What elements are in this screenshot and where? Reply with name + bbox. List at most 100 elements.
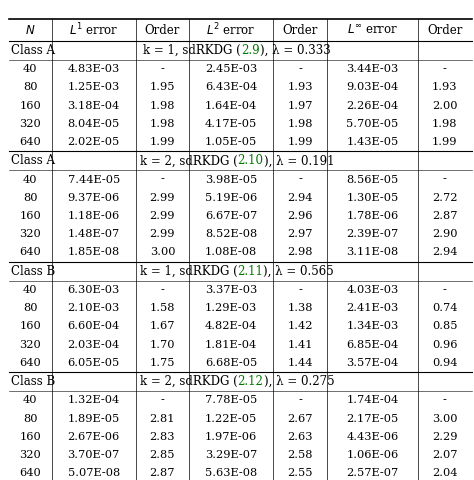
Text: 2.87: 2.87 <box>150 468 175 478</box>
Text: 2.07: 2.07 <box>432 450 457 460</box>
Text: 5.19E-06: 5.19E-06 <box>205 193 257 203</box>
Text: 3.57E-04: 3.57E-04 <box>346 358 399 368</box>
Text: ), λ = 0.191: ), λ = 0.191 <box>264 154 334 168</box>
Text: 2.85: 2.85 <box>150 450 175 460</box>
Text: 2.00: 2.00 <box>432 101 457 110</box>
Text: 3.70E-07: 3.70E-07 <box>67 450 120 460</box>
Text: 5.63E-08: 5.63E-08 <box>205 468 257 478</box>
Text: 6.85E-04: 6.85E-04 <box>346 340 399 349</box>
Text: Order: Order <box>145 24 180 36</box>
Text: Class B: Class B <box>11 264 55 278</box>
Text: 1.97: 1.97 <box>287 101 313 110</box>
Text: 1.98: 1.98 <box>432 119 457 129</box>
Text: 1.98: 1.98 <box>150 101 175 110</box>
Text: 2.41E-03: 2.41E-03 <box>346 303 399 313</box>
Text: 1.08E-08: 1.08E-08 <box>205 248 257 257</box>
Text: 1.93: 1.93 <box>432 83 457 92</box>
Text: 2.39E-07: 2.39E-07 <box>346 229 399 239</box>
Text: 160: 160 <box>19 211 41 221</box>
Text: 2.12: 2.12 <box>237 375 264 388</box>
Text: k = 1, sdRKDG (: k = 1, sdRKDG ( <box>140 264 237 278</box>
Text: -: - <box>298 285 302 295</box>
Text: 80: 80 <box>23 414 37 423</box>
Text: 2.94: 2.94 <box>287 193 313 203</box>
Text: 1.98: 1.98 <box>150 119 175 129</box>
Text: 1.30E-05: 1.30E-05 <box>346 193 399 203</box>
Text: 3.44E-03: 3.44E-03 <box>346 64 399 74</box>
Text: 1.97E-06: 1.97E-06 <box>205 432 257 442</box>
Text: 1.43E-05: 1.43E-05 <box>346 137 399 147</box>
Text: 9.03E-04: 9.03E-04 <box>346 83 399 92</box>
Text: 320: 320 <box>19 119 41 129</box>
Text: 1.99: 1.99 <box>150 137 175 147</box>
Text: 2.04: 2.04 <box>432 468 457 478</box>
Text: 7.44E-05: 7.44E-05 <box>67 175 120 184</box>
Text: 2.83: 2.83 <box>150 432 175 442</box>
Text: 2.10E-03: 2.10E-03 <box>67 303 120 313</box>
Text: 80: 80 <box>23 83 37 92</box>
Text: 1.78E-06: 1.78E-06 <box>346 211 399 221</box>
Text: 1.44: 1.44 <box>287 358 313 368</box>
Text: 6.05E-05: 6.05E-05 <box>67 358 120 368</box>
Text: 640: 640 <box>19 358 41 368</box>
Text: 1.93: 1.93 <box>287 83 313 92</box>
Text: 2.45E-03: 2.45E-03 <box>205 64 257 74</box>
Text: 3.98E-05: 3.98E-05 <box>205 175 257 184</box>
Text: 1.05E-05: 1.05E-05 <box>205 137 257 147</box>
Text: 2.94: 2.94 <box>432 248 457 257</box>
Text: 1.34E-03: 1.34E-03 <box>346 322 399 331</box>
Text: 1.42: 1.42 <box>287 322 313 331</box>
Text: 6.68E-05: 6.68E-05 <box>205 358 257 368</box>
Text: 1.29E-03: 1.29E-03 <box>205 303 257 313</box>
Text: 320: 320 <box>19 340 41 349</box>
Text: 1.95: 1.95 <box>150 83 175 92</box>
Text: 3.18E-04: 3.18E-04 <box>67 101 120 110</box>
Text: 1.89E-05: 1.89E-05 <box>67 414 120 423</box>
Text: 2.99: 2.99 <box>150 193 175 203</box>
Text: -: - <box>161 396 164 405</box>
Text: 8.56E-05: 8.56E-05 <box>346 175 399 184</box>
Text: 4.17E-05: 4.17E-05 <box>205 119 257 129</box>
Text: 3.00: 3.00 <box>432 414 457 423</box>
Text: 2.90: 2.90 <box>432 229 457 239</box>
Text: 3.11E-08: 3.11E-08 <box>346 248 399 257</box>
Text: $N$: $N$ <box>25 24 36 36</box>
Text: 2.99: 2.99 <box>150 229 175 239</box>
Text: 1.81E-04: 1.81E-04 <box>205 340 257 349</box>
Text: 2.72: 2.72 <box>432 193 457 203</box>
Text: 640: 640 <box>19 248 41 257</box>
Text: 6.67E-07: 6.67E-07 <box>205 211 257 221</box>
Text: 9.37E-06: 9.37E-06 <box>67 193 120 203</box>
Text: ), λ = 0.565: ), λ = 0.565 <box>264 264 334 278</box>
Text: 1.98: 1.98 <box>287 119 313 129</box>
Text: 1.64E-04: 1.64E-04 <box>205 101 257 110</box>
Text: 2.9: 2.9 <box>241 44 260 57</box>
Text: 2.10: 2.10 <box>237 154 264 168</box>
Text: 1.41: 1.41 <box>287 340 313 349</box>
Text: 4.43E-06: 4.43E-06 <box>346 432 399 442</box>
Text: 2.02E-05: 2.02E-05 <box>67 137 120 147</box>
Text: 40: 40 <box>23 396 37 405</box>
Text: 40: 40 <box>23 285 37 295</box>
Text: 2.96: 2.96 <box>287 211 313 221</box>
Text: 5.07E-08: 5.07E-08 <box>67 468 120 478</box>
Text: 2.17E-05: 2.17E-05 <box>346 414 399 423</box>
Text: -: - <box>298 396 302 405</box>
Text: 2.63: 2.63 <box>287 432 313 442</box>
Text: -: - <box>443 175 447 184</box>
Text: 1.99: 1.99 <box>432 137 457 147</box>
Text: 640: 640 <box>19 137 41 147</box>
Text: 0.96: 0.96 <box>432 340 457 349</box>
Text: $L^2$ error: $L^2$ error <box>207 22 256 38</box>
Text: -: - <box>161 175 164 184</box>
Text: 6.43E-04: 6.43E-04 <box>205 83 257 92</box>
Text: 1.75: 1.75 <box>150 358 175 368</box>
Text: 2.67: 2.67 <box>287 414 313 423</box>
Text: 2.57E-07: 2.57E-07 <box>346 468 399 478</box>
Text: -: - <box>443 396 447 405</box>
Text: $L^\infty$ error: $L^\infty$ error <box>347 24 398 36</box>
Text: k = 2, sdRKDG (: k = 2, sdRKDG ( <box>140 154 237 168</box>
Text: 40: 40 <box>23 64 37 74</box>
Text: 40: 40 <box>23 175 37 184</box>
Text: Order: Order <box>283 24 318 36</box>
